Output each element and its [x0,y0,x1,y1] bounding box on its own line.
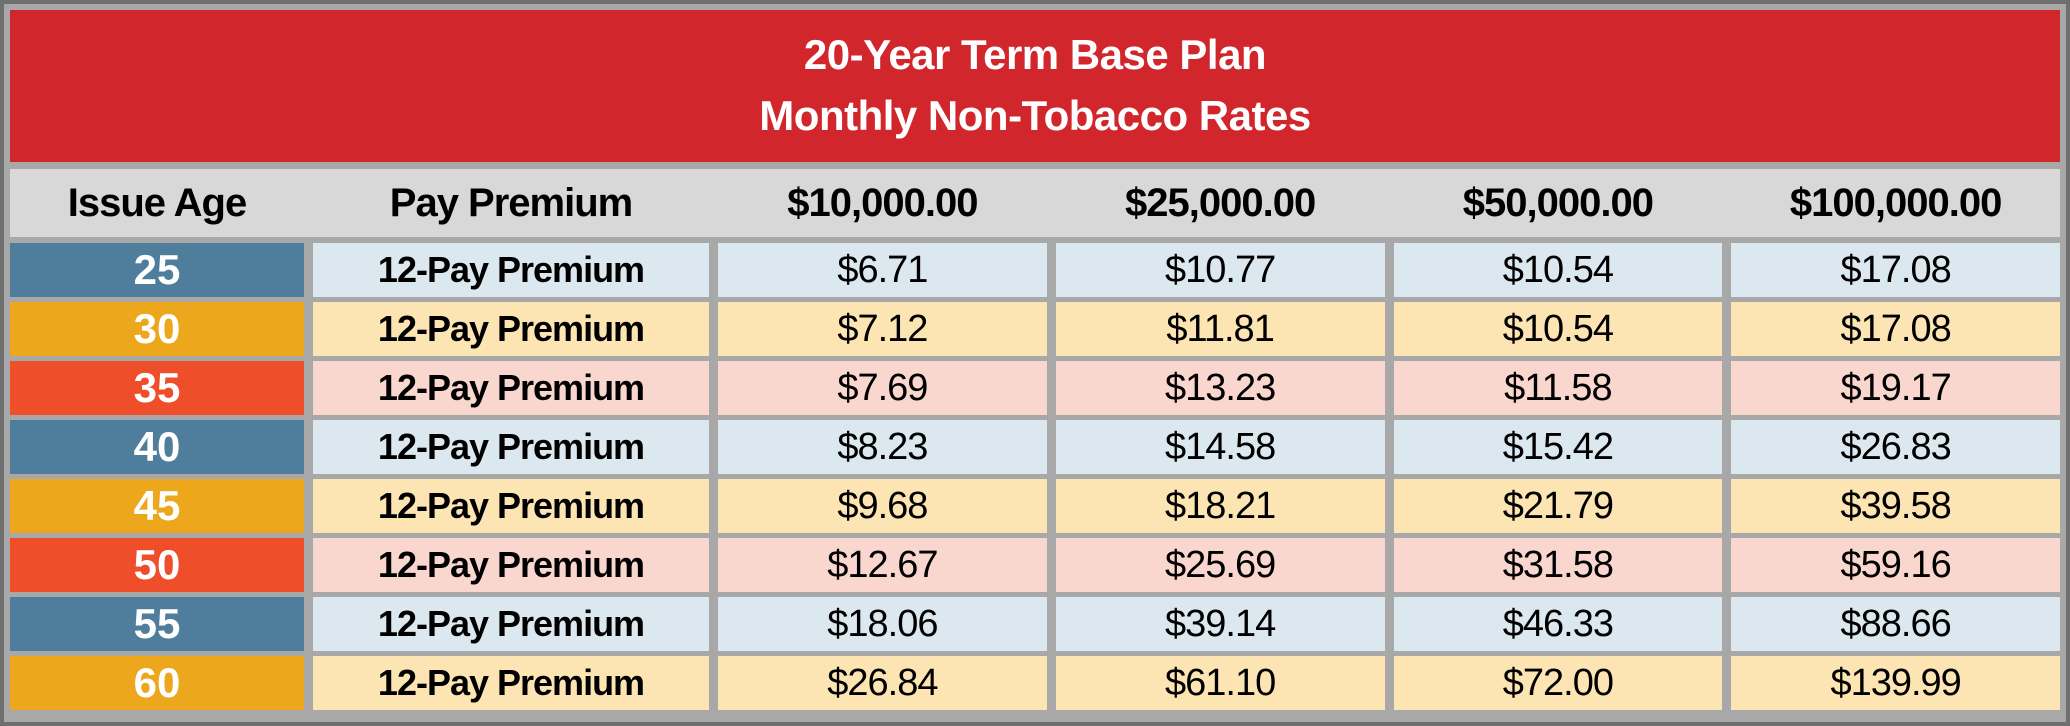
rate-cell: $61.10 [1055,656,1385,710]
table-row: 50 12-Pay Premium $12.67 $25.69 $31.58 $59.16 [10,538,2060,592]
rate-cell: $139.99 [1731,656,2060,710]
rate-cell: $15.42 [1393,420,1723,474]
table-title-banner: 20-Year Term Base Plan Monthly Non-Tobac… [10,10,2060,162]
column-header-issue-age: Issue Age [67,180,247,225]
issue-age-cell: 50 [10,538,304,592]
rate-cell: $18.21 [1055,479,1385,533]
column-header-pay-premium: Pay Premium [389,180,633,225]
premium-type-cell: 12-Pay Premium [313,597,709,651]
rate-cell: $6.71 [718,243,1047,297]
table-row: 30 12-Pay Premium $7.12 $11.81 $10.54 $17.08 [10,302,2060,356]
column-header-100000: $100,000.00 [1789,180,2002,225]
table-header-row: Issue Age Pay Premium $10,000.00 $25,000… [10,169,2060,237]
premium-type-cell: 12-Pay Premium [313,361,709,415]
issue-age-cell: 40 [10,420,304,474]
title-line-2: Monthly Non-Tobacco Rates [759,92,1311,139]
rate-cell: $19.17 [1731,361,2060,415]
table-row: 25 12-Pay Premium $6.71 $10.77 $10.54 $17.08 [10,243,2060,297]
column-header-25000: $25,000.00 [1125,180,1316,225]
rate-cell: $7.69 [718,361,1047,415]
column-header-10000: $10,000.00 [787,180,978,225]
table-row: 55 12-Pay Premium $18.06 $39.14 $46.33 $88.66 [10,597,2060,651]
rate-cell: $26.84 [718,656,1047,710]
table-body: 25 12-Pay Premium $6.71 $10.77 $10.54 $17.08 3… [10,243,2060,710]
premium-type-cell: 12-Pay Premium [313,479,709,533]
rate-cell: $11.58 [1393,361,1723,415]
rate-cell: $72.00 [1393,656,1723,710]
rate-cell: $11.81 [1055,302,1385,356]
issue-age-cell: 25 [10,243,304,297]
issue-age-cell: 30 [10,302,304,356]
rate-cell: $10.77 [1055,243,1385,297]
table-row: 45 12-Pay Premium $9.68 $18.21 $21.79 $39.58 [10,479,2060,533]
rate-cell: $8.23 [718,420,1047,474]
rate-cell: $18.06 [718,597,1047,651]
rate-cell: $39.14 [1055,597,1385,651]
issue-age-cell: 45 [10,479,304,533]
table-row: 35 12-Pay Premium $7.69 $13.23 $11.58 $19.17 [10,361,2060,415]
rate-cell: $7.12 [718,302,1047,356]
table-row: 60 12-Pay Premium $26.84 $61.10 $72.00 $139.9… [10,656,2060,710]
title-line-1: 20-Year Term Base Plan [803,31,1267,79]
premium-type-cell: 12-Pay Premium [313,243,709,297]
table-row: 40 12-Pay Premium $8.23 $14.58 $15.42 $26.83 [10,420,2060,474]
rate-cell: $17.08 [1731,243,2060,297]
rate-cell: $25.69 [1055,538,1385,592]
rate-cell: $17.08 [1731,302,2060,356]
premium-type-cell: 12-Pay Premium [313,656,709,710]
rate-cell: $13.23 [1055,361,1385,415]
rate-cell: $9.68 [718,479,1047,533]
premium-type-cell: 12-Pay Premium [313,420,709,474]
issue-age-cell: 60 [10,656,304,710]
rate-cell: $39.58 [1731,479,2060,533]
rate-cell: $59.16 [1731,538,2060,592]
rate-cell: $10.54 [1393,243,1723,297]
rate-cell: $88.66 [1731,597,2060,651]
premium-type-cell: 12-Pay Premium [313,538,709,592]
column-header-50000: $50,000.00 [1462,180,1654,225]
rate-cell: $14.58 [1055,420,1385,474]
rate-cell: $12.67 [718,538,1047,592]
rate-cell: $31.58 [1393,538,1723,592]
rate-cell: $21.79 [1393,479,1723,533]
rate-cell: $10.54 [1393,302,1723,356]
premium-type-cell: 12-Pay Premium [313,302,709,356]
rate-cell: $26.83 [1731,420,2060,474]
rate-cell: $46.33 [1393,597,1723,651]
issue-age-cell: 55 [10,597,304,651]
issue-age-cell: 35 [10,361,304,415]
